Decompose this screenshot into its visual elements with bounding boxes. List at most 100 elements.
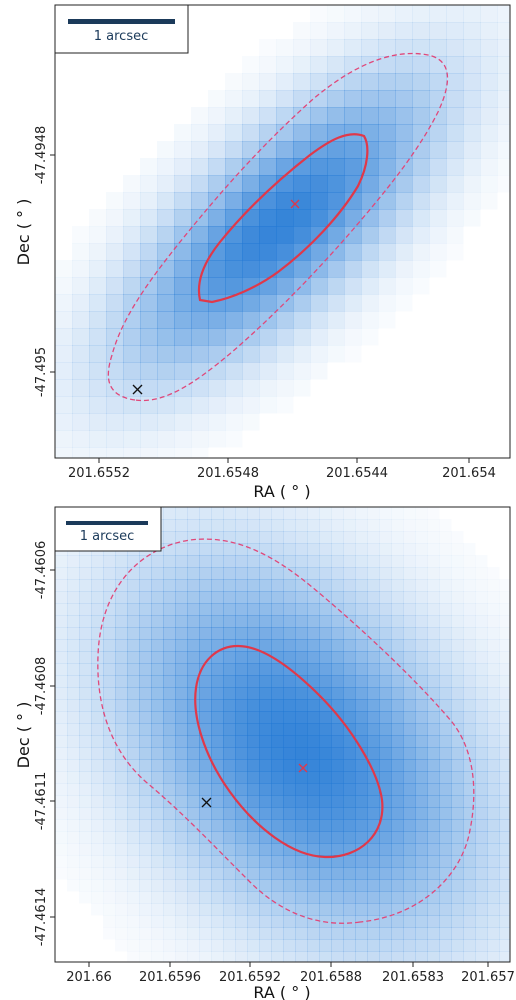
panel-2-heat-cell (343, 543, 356, 556)
panel-2-heat-cell (163, 567, 176, 580)
panel-1-heat-cell (242, 209, 260, 227)
panel-2-heat-cell (379, 627, 392, 640)
panel-2-heat-cell (403, 951, 416, 962)
panel-2-heat-cell (271, 687, 284, 700)
panel-2-heat-cell (235, 567, 248, 580)
panel-2-heat-cell (475, 651, 488, 664)
panel-2-heat-cell (151, 939, 164, 952)
panel-1-heat-cell (480, 107, 498, 125)
panel-1-heat-cell (395, 56, 413, 74)
panel-2-heat-cell (391, 951, 404, 962)
panel-2-heat-cell (103, 711, 116, 724)
panel-1-heat-cell (293, 345, 311, 363)
panel-1-heat-cell (446, 90, 464, 108)
panel-1-heat-cell (242, 158, 260, 176)
panel-2-heat-cell (199, 507, 212, 520)
panel-2-y-tick-label: -47.4611 (34, 772, 49, 830)
panel-2-heat-cell (487, 939, 500, 952)
panel-1-heat-cell (174, 311, 192, 329)
panel-2-heat-cell (139, 675, 152, 688)
panel-1-heat-cell (395, 209, 413, 227)
panel-2-heat-cell (283, 831, 296, 844)
panel-2-heat-cell (67, 711, 80, 724)
panel-2-heat-cell (391, 615, 404, 628)
panel-2-heat-cell (223, 507, 236, 520)
panel-2-heat-cell (127, 771, 140, 784)
panel-2-heat-cell (403, 591, 416, 604)
panel-1-heat-cell (276, 73, 294, 91)
panel-2-heat-cell (127, 843, 140, 856)
panel-2-heat-cell (211, 939, 224, 952)
panel-2-heat-cell (283, 879, 296, 892)
panel-1-heat-cell (140, 192, 158, 210)
panel-2-heat-cell (451, 567, 464, 580)
panel-2-heat-cell (487, 687, 500, 700)
panel-1-heat-cell (361, 124, 379, 142)
panel-2-heat-cell (343, 759, 356, 772)
panel-2-heat-cell (175, 627, 188, 640)
panel-1-heat-cell (174, 362, 192, 380)
panel-1-heat-cell (106, 192, 124, 210)
panel-2-heat-cell (151, 747, 164, 760)
panel-1-heat-cell (310, 345, 328, 363)
panel-2-heat-cell (379, 771, 392, 784)
panel-2-heat-cell (355, 771, 368, 784)
panel-1-heat-cell (378, 56, 396, 74)
panel-2-heat-cell (463, 627, 476, 640)
panel-1-heat-cell (378, 277, 396, 295)
panel-2-heat-cell (283, 795, 296, 808)
panel-1-heat-cell (395, 243, 413, 261)
panel-2-heat-cell (55, 795, 68, 808)
panel-2-heat-cell (163, 747, 176, 760)
panel-2-heat-cell (355, 759, 368, 772)
panel-1-heat-cell (89, 209, 107, 227)
panel-2-heat-cell (187, 795, 200, 808)
panel-2-heat-cell (487, 927, 500, 940)
panel-2-heat-cell (211, 555, 224, 568)
panel-1-heat-cell (225, 141, 243, 159)
panel-2-heat-cell (367, 639, 380, 652)
panel-2-heat-cell (415, 567, 428, 580)
panel-2-heat-cell (475, 735, 488, 748)
panel-2-heat-cell (331, 939, 344, 952)
panel-2-heat-cell (55, 603, 68, 616)
panel-2-heat-cell (439, 615, 452, 628)
panel-1-heat-cell (242, 413, 260, 431)
panel-2-y-tick-label: -47.4606 (34, 541, 49, 599)
panel-2-heat-cell (499, 783, 510, 796)
panel-1-heat-cell (225, 73, 243, 91)
panel-1-heat-cell (276, 124, 294, 142)
panel-2-heat-cell (319, 879, 332, 892)
panel-1-heat-cell (310, 158, 328, 176)
panel-2-heat-cell (427, 915, 440, 928)
panel-2-heat-cell (463, 651, 476, 664)
panel-1-heat-cell (174, 413, 192, 431)
panel-1-heat-cell (412, 73, 430, 91)
panel-2-heat-cell (271, 771, 284, 784)
panel-1-heat-cell (157, 345, 175, 363)
panel-2-heat-cell (139, 651, 152, 664)
panel-1-heat-cell (480, 56, 498, 74)
panel-2-inner-contour (194, 644, 384, 859)
panel-1-y-axis-label: Dec ( ° ) (14, 199, 33, 266)
panel-2-heat-cell (499, 843, 510, 856)
panel-2-heat-cell (331, 831, 344, 844)
panel-2-heat-cell (475, 567, 488, 580)
panel-2-heat-cell (211, 615, 224, 628)
panel-2-heat-cell (283, 891, 296, 904)
panel-1-heat-cell (378, 226, 396, 244)
panel-2-heat-cell (427, 891, 440, 904)
panel-2-heat-cell (127, 783, 140, 796)
panel-2-heat-cell (67, 699, 80, 712)
panel-2-heat-cell (199, 807, 212, 820)
panel-1-heat-cell (463, 39, 481, 57)
panel-2-heat-cell (283, 867, 296, 880)
panel-2-scalebar-label: 1 arcsec (80, 529, 135, 544)
panel-2-heat-cell (175, 555, 188, 568)
panel-2-heat-cell (439, 555, 452, 568)
panel-2-heat-cell (403, 819, 416, 832)
panel-2-heat-cell (343, 651, 356, 664)
panel-2-heat-cell (163, 795, 176, 808)
panel-1-heat-cell (344, 243, 362, 261)
panel-2-heat-cell (307, 615, 320, 628)
